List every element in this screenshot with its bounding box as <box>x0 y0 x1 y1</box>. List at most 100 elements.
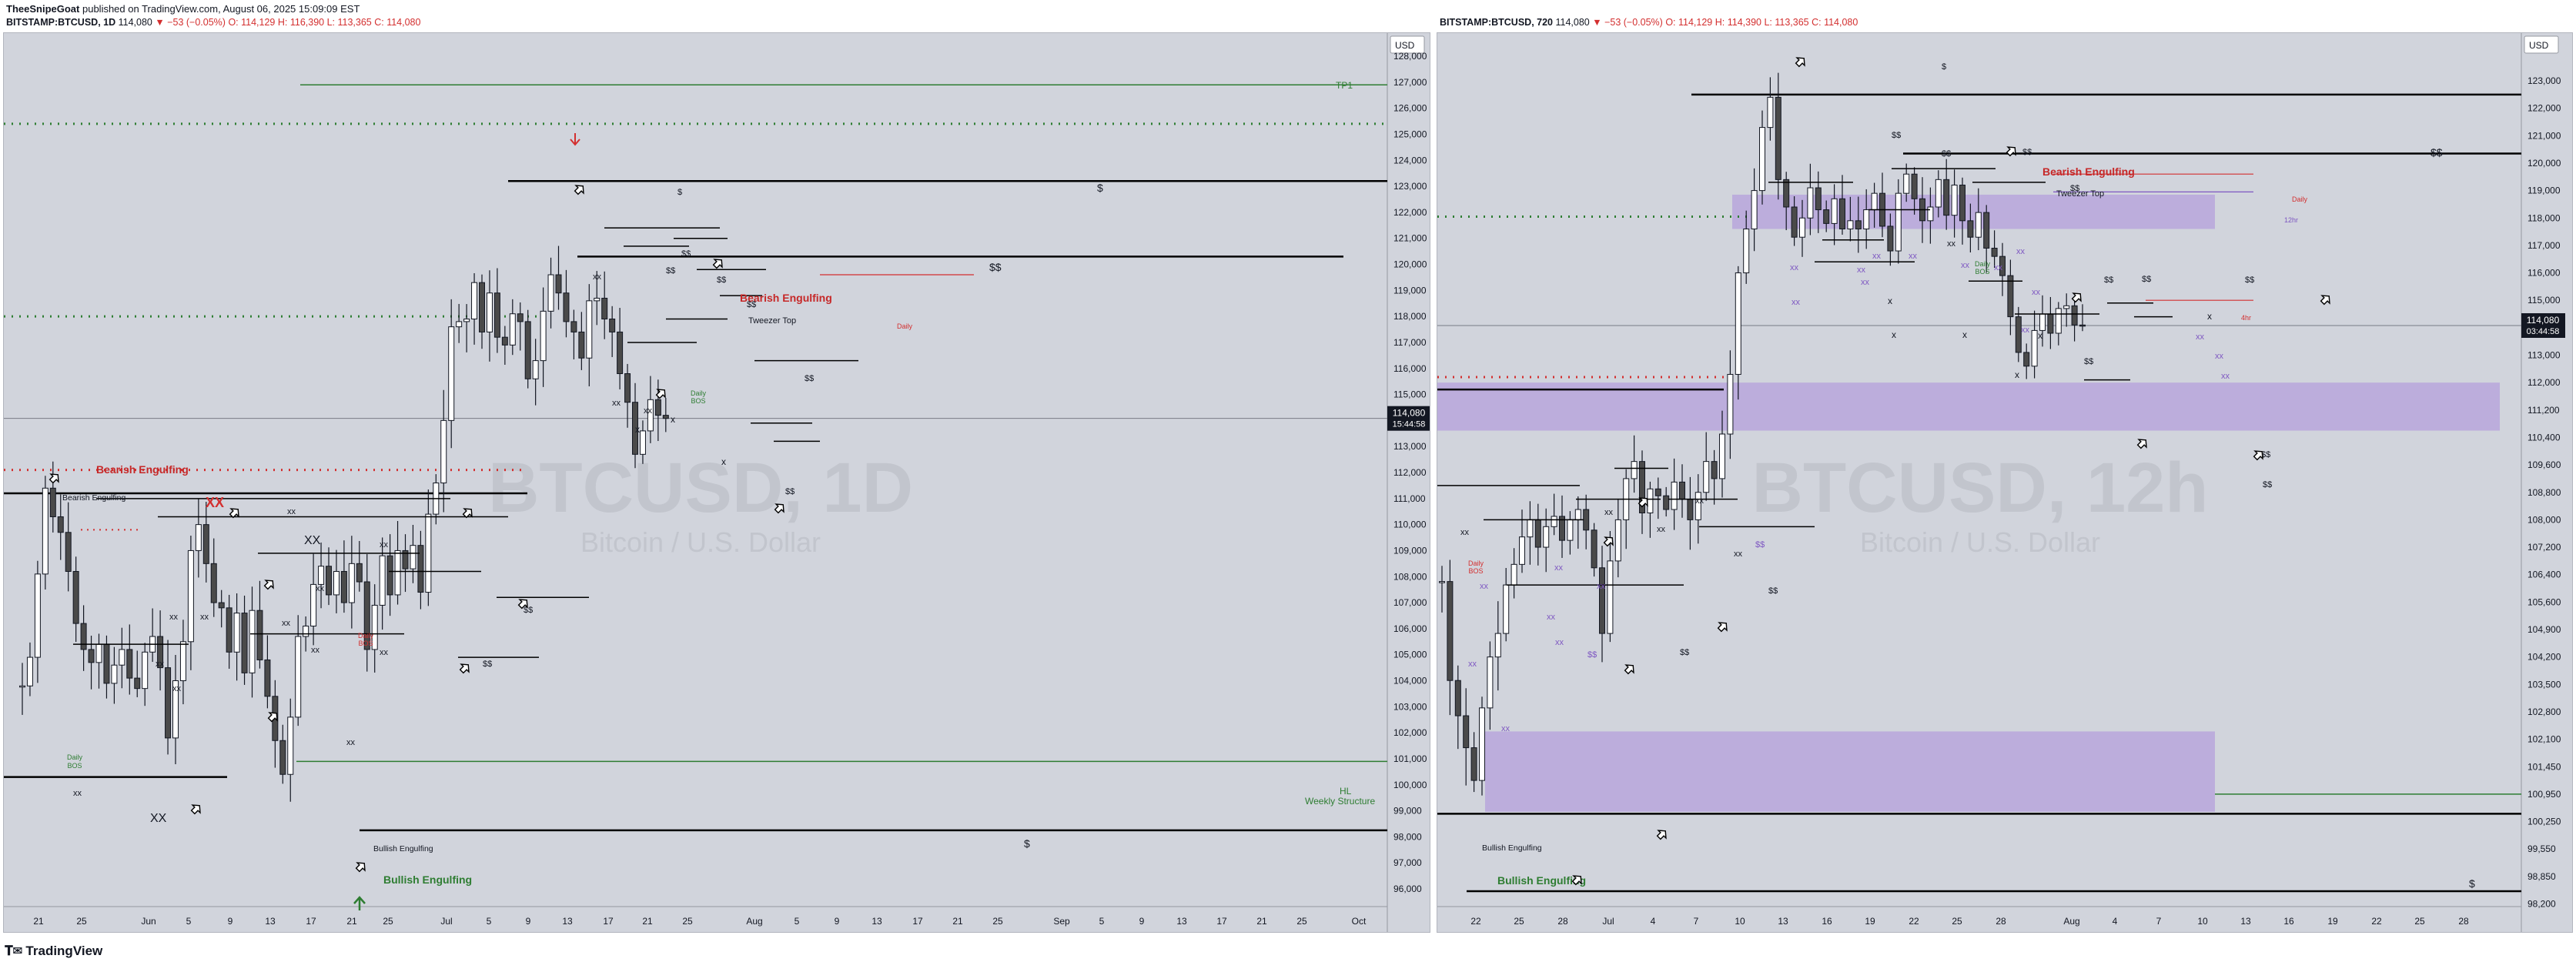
right-candle-body <box>1631 461 1638 479</box>
left-double-dollar-mark: $$ <box>989 261 1002 273</box>
right-tweezer-top-label: Tweezer Top <box>2056 189 2104 199</box>
right-bearish-engulfing-label: Bearish Engulfing <box>2042 165 2135 178</box>
left-xx-small-mark: xx <box>316 584 325 593</box>
right-x-tick: 22 <box>1909 916 1919 927</box>
left-candle-body <box>594 297 601 302</box>
right-candle-body <box>1559 516 1565 541</box>
left-watermark-subtitle: Bitcoin / U.S. Dollar <box>580 526 821 558</box>
left-xx-small-mark: xx <box>287 507 296 516</box>
right-double-dollar-mark: $$ <box>2430 146 2443 159</box>
right-dollar-mark: $ <box>2469 877 2475 890</box>
right-candle-body <box>1519 536 1525 565</box>
right-y-tick: 123,000 <box>2527 75 2561 86</box>
right-chart-pane[interactable]: USD 123,000 122,000 121,000 120,000 119,000 11… <box>1437 32 2573 933</box>
right-arrow-marker-icon <box>2136 439 2147 449</box>
left-candle-body <box>524 321 531 379</box>
author-name[interactable]: TheeSnipeGoat <box>6 3 80 15</box>
left-weekly-structure-label: Weekly Structure <box>1305 796 1375 807</box>
right-candle-body <box>1671 481 1678 510</box>
left-y-tick: 126,000 <box>1393 103 1427 114</box>
left-chart-pane[interactable]: USD 128,000 127,000 126,000 125,000 124,000 12… <box>3 32 1430 933</box>
right-candle-body <box>1454 680 1461 716</box>
left-candle-body <box>662 415 669 419</box>
right-y-tick: 118,000 <box>2527 212 2561 223</box>
right-arrow-marker-icon <box>1571 875 1582 886</box>
left-x-mark: x <box>671 414 675 425</box>
right-candle-body <box>1567 519 1574 541</box>
right-candle-body <box>1687 499 1694 520</box>
left-candle-body <box>371 604 378 650</box>
right-daily-bos-2: Daily <box>1975 260 1991 268</box>
left-candle-body <box>448 326 455 421</box>
right-candle-body <box>1895 192 1902 252</box>
right-y-tick: 102,100 <box>2527 734 2561 745</box>
left-arrow-marker-icon <box>267 712 278 723</box>
right-candle-body <box>1654 488 1661 496</box>
left-change: ▼ −53 (−0.05%) <box>155 17 226 28</box>
right-x-tick: 4 <box>2113 916 2118 927</box>
right-dollar-mark: $ <box>1942 62 1946 72</box>
left-hl-label: HL <box>1340 786 1352 797</box>
right-arrow-marker-icon <box>2006 146 2016 157</box>
left-candle-body <box>26 656 33 686</box>
right-xx-mark: xx <box>1468 660 1477 669</box>
tradingview-logo[interactable]: 𝐓✉ TradingView <box>5 944 102 959</box>
left-candle-body <box>647 399 654 432</box>
right-y-tick: 103,500 <box>2527 679 2561 690</box>
left-x-tick: 17 <box>912 916 923 927</box>
right-arrow-marker-icon <box>1638 497 1648 508</box>
left-candle-body <box>639 430 646 455</box>
left-double-dollar-mark: $$ <box>717 276 726 285</box>
right-x-tick: 16 <box>2283 916 2294 927</box>
left-xx-small-mark: xx <box>644 406 653 416</box>
right-y-tick: 106,400 <box>2527 570 2561 580</box>
right-chart-svg[interactable]: USD 123,000 122,000 121,000 120,000 119,000 11… <box>1437 33 2573 933</box>
left-down-arrow-icon <box>570 133 580 146</box>
left-xx-small-mark: xx <box>346 738 356 747</box>
left-arrow-marker-icon <box>712 259 723 269</box>
left-dollar-mark: $ <box>677 188 682 197</box>
left-y-tick: 112,000 <box>1393 467 1427 478</box>
left-y-tick: 106,000 <box>1393 623 1427 634</box>
right-currency-label: USD <box>2529 40 2549 51</box>
right-candle-body <box>1470 747 1477 781</box>
left-candle-body <box>111 664 118 684</box>
right-close: C: 114,080 <box>1812 17 1858 28</box>
left-x-tick: 13 <box>871 916 882 927</box>
right-xx-mark: xx <box>1947 239 1956 249</box>
left-x-tick: Oct <box>1352 916 1367 927</box>
left-candle-body <box>486 292 493 332</box>
right-candle-body <box>2007 275 2014 318</box>
left-candle-body <box>195 524 202 551</box>
right-daily-bos-1: Daily <box>1468 559 1484 567</box>
right-double-dollar-mark: $$ <box>2245 276 2254 285</box>
left-bearish-engulfing-label-2: Bearish Engulfing <box>740 292 832 304</box>
right-open: O: 114,129 <box>1665 17 1713 28</box>
right-xx-mark: xx <box>1994 263 2003 272</box>
right-price: 114,080 <box>1555 17 1590 28</box>
left-candle-body <box>532 360 539 379</box>
right-candle-body <box>1775 96 1781 180</box>
left-double-dollar-mark: $$ <box>524 606 533 615</box>
left-x-tick: 9 <box>835 916 840 927</box>
left-candle-body <box>402 549 409 570</box>
left-price-label: 114,080 <box>1393 408 1426 419</box>
right-x-mark: x <box>1892 329 1896 340</box>
right-arrow-marker-icon <box>2320 295 2330 306</box>
right-arrow-marker-icon <box>1717 622 1728 633</box>
right-candle-body <box>1543 526 1550 548</box>
left-arrow-marker-icon <box>574 185 584 195</box>
pane-divider[interactable] <box>1430 32 1437 933</box>
left-y-tick: 113,000 <box>1393 441 1427 452</box>
left-candle-body <box>165 667 172 739</box>
right-double-dollar-mark: $$ <box>1755 540 1765 549</box>
right-symbol[interactable]: BITSTAMP:BTCUSD, 720 <box>1440 17 1554 28</box>
right-arrow-marker-icon <box>2253 450 2263 461</box>
left-symbol[interactable]: BITSTAMP:BTCUSD, 1D <box>6 17 116 28</box>
right-candle-body <box>1694 492 1701 520</box>
left-y-tick: 104,000 <box>1393 676 1427 686</box>
left-candle-body <box>264 659 271 697</box>
left-x-tick: 9 <box>1139 916 1145 927</box>
right-y-tick: 101,450 <box>2527 761 2561 772</box>
